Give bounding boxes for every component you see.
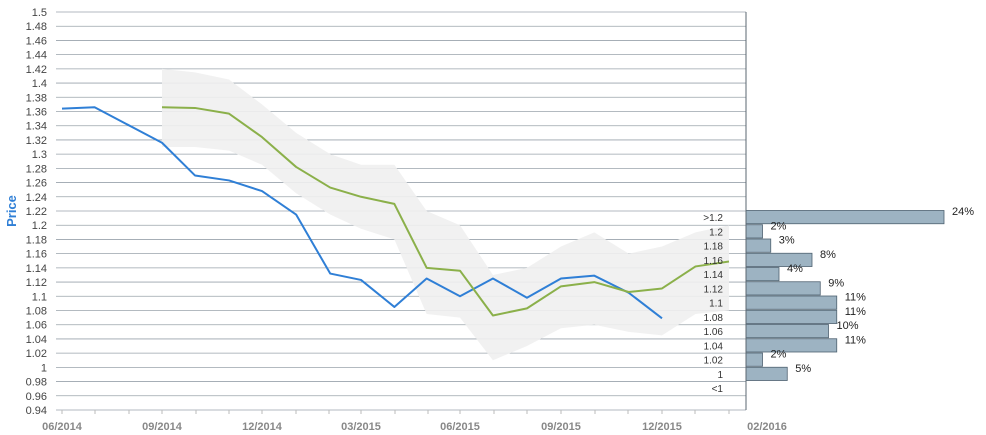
forecast-band [162, 68, 729, 361]
y-tick-label: 1.32 [26, 135, 47, 147]
y-tick-label: 1.26 [26, 178, 47, 190]
y-tick-label: 1.18 [26, 234, 47, 246]
histogram-bin-label: >1.2 [703, 213, 723, 224]
histogram-bar [745, 281, 821, 296]
y-tick-label: 1.44 [26, 50, 47, 62]
histogram-percent-label: 8% [820, 249, 836, 261]
histogram-percent-label: 11% [845, 334, 866, 346]
y-tick-label: 1.46 [26, 35, 47, 47]
y-tick-label: 0.96 [26, 391, 47, 403]
y-tick-label: 1.48 [26, 21, 47, 33]
forecast-median-line [161, 106, 730, 317]
x-tick-label: 09/2014 [142, 421, 183, 433]
histogram-bin-label: 1.12 [704, 284, 724, 295]
histogram-percent-label: 11% [845, 306, 866, 318]
x-tick-label: 03/2015 [341, 421, 381, 433]
y-tick-label: 1.38 [26, 92, 47, 104]
histogram-bar [745, 295, 838, 310]
y-tick-label: 1.5 [32, 7, 47, 19]
y-tick-label: 0.98 [26, 377, 47, 389]
y-tick-label: 1.1 [32, 291, 47, 303]
y-axis-label: Price [4, 195, 19, 227]
x-tick-label: 12/2014 [242, 421, 283, 433]
histogram-bin-label: 1.16 [704, 256, 724, 267]
historical-price-line [61, 106, 663, 320]
histogram-bin-label: 1.1 [709, 299, 723, 310]
x-tick-label: 02/2016 [747, 421, 787, 433]
y-tick-label: 1 [41, 362, 47, 374]
histogram-bin-label: 1.02 [704, 356, 724, 367]
histogram-bar [745, 324, 829, 339]
y-tick-label: 1.28 [26, 163, 47, 175]
histogram-bin-label: <1 [712, 384, 724, 395]
histogram-bin-label: 1.18 [704, 242, 724, 253]
histogram-percent-label: 11% [845, 292, 866, 304]
histogram-bin-label: 1.04 [704, 341, 724, 352]
histogram-bar [745, 224, 763, 239]
y-tick-label: 1.3 [32, 149, 47, 161]
histogram-percent-label: 2% [771, 349, 787, 361]
y-tick-label: 1.2 [32, 220, 47, 232]
histogram-percent-label: 3% [779, 235, 795, 247]
y-tick-label: 1.22 [26, 206, 47, 218]
y-tick-label: 1.24 [26, 192, 47, 204]
series-lines [61, 106, 730, 320]
histogram-bar [745, 309, 838, 324]
axes: 1.5 1.48 1.46 1.44 1.42 1.4 1.38 1.36 1.34 1.32 1.… [26, 7, 787, 433]
forecast-band-area [162, 68, 729, 361]
x-tick-label: 06/2015 [440, 421, 480, 433]
y-tick-label: 1.02 [26, 348, 47, 360]
histogram-bar [745, 366, 788, 381]
y-tick-label: 1.14 [26, 263, 47, 275]
y-tick-label: 1.16 [26, 249, 47, 261]
histogram-bar [745, 267, 780, 282]
y-tick-label: 1.36 [26, 107, 47, 119]
y-tick-label: 1.12 [26, 277, 47, 289]
x-tick-label: 06/2014 [42, 421, 83, 433]
histogram-bin-label: 1 [717, 370, 723, 381]
histogram-percent-label: 5% [795, 363, 811, 375]
histogram-percent-label: 9% [828, 277, 844, 289]
y-tick-label: 1.08 [26, 306, 47, 318]
x-tick-label: 12/2015 [642, 421, 682, 433]
y-tick-label: 1.04 [26, 334, 47, 346]
y-tick-label: 1.06 [26, 320, 47, 332]
distribution-histogram: >1.2 24% 1.2 2% 1.18 3% 1.16 8% 1.14 4% 1.12 9% 1.1 1… [703, 206, 974, 395]
y-tick-label: 1.34 [26, 121, 47, 133]
y-tick-label: 0.94 [26, 405, 47, 417]
histogram-percent-label: 2% [771, 220, 787, 232]
histogram-bin-label: 1.06 [704, 327, 724, 338]
histogram-percent-label: 24% [952, 206, 974, 218]
histogram-bar [745, 238, 772, 253]
x-tick-label: 09/2015 [541, 421, 581, 433]
histogram-bin-label: 1.08 [704, 313, 724, 324]
histogram-bar [745, 352, 763, 367]
histogram-percent-label: 10% [837, 320, 859, 332]
y-tick-label: 1.4 [32, 78, 47, 90]
histogram-bin-label: 1.2 [709, 227, 723, 238]
histogram-bin-label: 1.14 [704, 270, 724, 281]
histogram-percent-label: 4% [787, 263, 803, 275]
y-tick-label: 1.42 [26, 64, 47, 76]
histogram-bar [745, 338, 838, 353]
